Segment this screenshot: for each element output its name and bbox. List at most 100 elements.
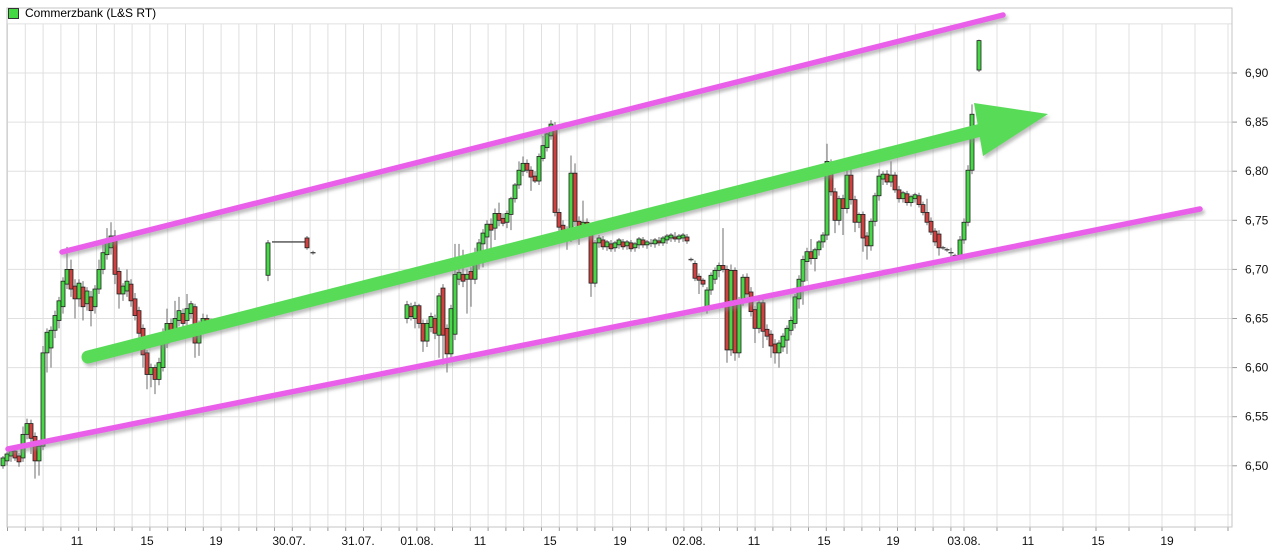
candle <box>784 325 790 354</box>
series-swatch-icon <box>8 7 19 19</box>
candle <box>416 303 422 329</box>
candle <box>864 232 870 260</box>
y-axis-label: 6,65 <box>1245 312 1269 326</box>
candle <box>596 235 602 248</box>
candle <box>632 241 638 252</box>
candle <box>500 213 506 227</box>
candle <box>156 357 162 386</box>
candle <box>88 291 94 327</box>
x-axis-label: 11 <box>748 534 761 548</box>
candle <box>856 212 862 229</box>
candle <box>180 308 186 329</box>
candle <box>116 267 122 309</box>
candle <box>969 104 975 175</box>
candle <box>520 156 526 177</box>
x-axis-label: 02.08. <box>672 534 705 548</box>
candle <box>464 269 470 314</box>
candle <box>528 166 534 191</box>
y-axis-label: 6,75 <box>1245 213 1269 227</box>
candle <box>904 190 910 206</box>
candle <box>504 210 510 229</box>
y-axis-label: 6,60 <box>1245 361 1269 375</box>
y-axis-label: 6,55 <box>1245 410 1269 424</box>
candle <box>852 195 858 233</box>
candle <box>310 250 316 255</box>
trend-channel-lower-line <box>5 206 1203 452</box>
candle <box>532 171 538 183</box>
x-axis-label: 30.07. <box>272 534 305 548</box>
x-axis-label: 11 <box>474 534 487 548</box>
legend: Commerzbank (L&S RT) <box>8 6 156 20</box>
candle <box>432 314 438 340</box>
candle <box>716 262 722 278</box>
x-axis-label: 03.08. <box>947 534 980 548</box>
candle <box>732 267 738 361</box>
candle <box>752 305 758 344</box>
candle <box>304 236 310 250</box>
candle <box>928 217 934 236</box>
trend-channel-upper-line <box>59 12 1006 255</box>
candle <box>724 265 730 363</box>
candle <box>620 238 626 250</box>
candle <box>80 281 86 321</box>
candle <box>924 198 930 226</box>
candle <box>884 170 890 185</box>
candle <box>28 419 34 455</box>
candle <box>756 298 762 334</box>
candle <box>636 236 642 249</box>
candle <box>96 259 102 294</box>
candle <box>808 238 814 265</box>
candle <box>688 257 694 262</box>
candle <box>832 187 838 234</box>
candle <box>868 218 874 251</box>
candle <box>16 453 22 467</box>
candle <box>692 260 698 282</box>
candle <box>660 236 666 246</box>
candle <box>965 165 971 227</box>
candle <box>0 455 6 469</box>
y-axis-label: 6,80 <box>1245 164 1269 178</box>
candle <box>976 39 982 73</box>
candle <box>772 339 778 364</box>
candle <box>124 269 130 297</box>
candle <box>60 277 66 314</box>
candle <box>72 279 78 319</box>
candle <box>100 242 106 275</box>
x-axis-label: 15 <box>543 534 557 548</box>
candle <box>544 131 550 152</box>
grid <box>7 23 1232 527</box>
candle <box>408 302 414 321</box>
candle <box>872 192 878 227</box>
candle <box>628 239 634 252</box>
candle <box>940 245 946 250</box>
candle <box>524 159 530 174</box>
candle <box>552 122 558 217</box>
candle <box>52 310 58 339</box>
candle <box>496 202 502 227</box>
candle <box>680 233 686 242</box>
y-axis-labels: 6,90 6,85 6,80 6,75 6,70 6,65 6,60 6,55 6,50 <box>1245 66 1269 473</box>
candle <box>600 236 606 250</box>
candle <box>944 247 950 252</box>
candle <box>56 296 62 329</box>
candle <box>36 443 42 476</box>
candle <box>184 293 190 326</box>
y-axis-label: 6,50 <box>1245 459 1269 473</box>
candle <box>800 255 806 305</box>
series-label: Commerzbank (L&S RT) <box>25 6 157 20</box>
candle <box>265 239 271 282</box>
y-axis-label: 6,70 <box>1245 262 1269 276</box>
x-axis-label: 01.08. <box>400 534 433 548</box>
candle <box>68 259 74 297</box>
candle <box>652 237 658 248</box>
candle <box>936 230 942 256</box>
candle <box>908 194 914 207</box>
candle <box>404 300 410 324</box>
candle <box>604 239 610 251</box>
candle <box>880 171 886 185</box>
candle <box>712 267 718 285</box>
x-axis-label: 15 <box>140 534 154 548</box>
candle <box>916 192 922 208</box>
candle <box>888 161 894 187</box>
x-axis-label: 19 <box>209 534 223 548</box>
